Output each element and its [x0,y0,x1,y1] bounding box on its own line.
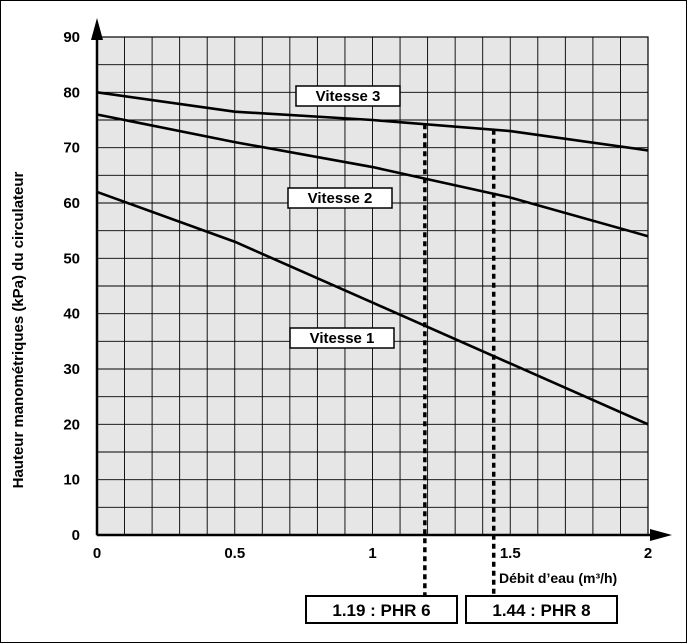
series-line-2 [96,113,649,238]
x-tick-label: 1.5 [500,545,521,562]
marker-label: 1.44 : PHR 8 [492,601,590,620]
y-tick-label: 0 [72,527,80,544]
y-tick-label: 90 [63,29,80,46]
series-label-box [287,187,393,209]
marker-label: 1.19 : PHR 6 [332,601,430,620]
series-line-1 [96,190,649,426]
x-tick-label: 2 [644,545,652,562]
y-tick-label: 60 [63,195,80,212]
x-tick-label: 0.5 [224,545,245,562]
series-label: Vitesse 2 [308,190,373,207]
y-tick-label: 30 [63,361,80,378]
marker-label-box [305,595,458,624]
x-axis-arrow [650,529,672,541]
marker-label-box [465,595,618,624]
series-line-3 [96,91,649,152]
y-tick-label: 70 [63,140,80,157]
series-label-box [295,85,401,107]
x-tick-label: 1 [368,545,376,562]
series-label-box [289,327,395,349]
y-axis-arrow [91,18,103,40]
y-tick-label: 40 [63,306,80,323]
x-tick-label: 0 [93,545,101,562]
y-tick-label: 10 [63,472,80,489]
y-tick-label: 50 [63,250,80,267]
y-tick-label: 20 [63,416,80,433]
series-label: Vitesse 3 [316,88,381,105]
y-axis-label: Hauteur manométriques (kPa) du circulate… [10,171,27,488]
x-axis-label: Débit d’eau (m³/h) [499,570,617,586]
y-tick-label: 80 [63,84,80,101]
series-label: Vitesse 1 [310,330,375,347]
